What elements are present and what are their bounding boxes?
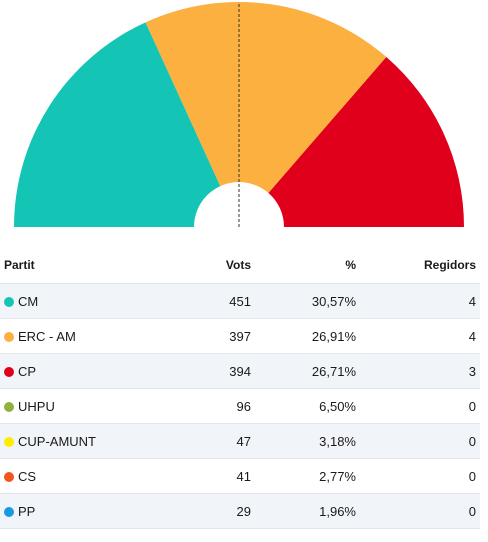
party-color-dot xyxy=(4,401,14,412)
hemicycle-segment-cm xyxy=(14,22,221,228)
hemicycle-segment-erc-am xyxy=(145,1,387,193)
votes-cell: 29 xyxy=(174,493,251,529)
party-name: UHPU xyxy=(18,398,55,414)
percent-cell: 26,91% xyxy=(251,318,356,354)
votes-cell: 397 xyxy=(174,318,251,354)
seats-cell: 0 xyxy=(356,388,480,424)
table-row: PP 29 1,96% 0 xyxy=(0,493,480,529)
party-cell: PP xyxy=(0,493,174,529)
table-row: CUP-AMUNT 47 3,18% 0 xyxy=(0,423,480,459)
party-cell: CM xyxy=(0,283,174,319)
party-color-dot xyxy=(4,506,14,517)
votes-cell: 47 xyxy=(174,423,251,459)
party-name: PP xyxy=(18,503,36,519)
percent-cell: 30,57% xyxy=(251,283,356,319)
party-cell: CS xyxy=(0,458,174,494)
hemicycle-segment-cp xyxy=(268,56,464,227)
hemicycle-chart xyxy=(14,1,464,228)
seats-cell: 0 xyxy=(356,423,480,459)
party-color-dot xyxy=(4,436,14,447)
votes-cell: 41 xyxy=(174,458,251,494)
party-cell: ERC - AM xyxy=(0,318,174,354)
votes-cell: 394 xyxy=(174,353,251,389)
votes-cell: 96 xyxy=(174,388,251,424)
seats-cell: 4 xyxy=(356,318,480,354)
table-row: CM 451 30,57% 4 xyxy=(0,283,480,319)
party-cell: CUP-AMUNT xyxy=(0,423,174,459)
header-votes: Vots xyxy=(225,258,251,272)
percent-cell: 3,18% xyxy=(251,423,356,459)
party-cell: CP xyxy=(0,353,174,389)
seats-cell: 3 xyxy=(356,353,480,389)
party-name: CM xyxy=(18,293,39,309)
percent-cell: 1,96% xyxy=(251,493,356,529)
party-color-dot xyxy=(4,366,14,377)
header-party: Partit xyxy=(4,258,35,272)
seats-cell: 4 xyxy=(356,283,480,319)
percent-cell: 6,50% xyxy=(251,388,356,424)
table-row: CS 41 2,77% 0 xyxy=(0,458,480,494)
table-row: CP 394 26,71% 3 xyxy=(0,353,480,389)
party-color-dot xyxy=(4,296,14,307)
party-color-dot xyxy=(4,471,14,482)
party-name: CUP-AMUNT xyxy=(18,433,96,449)
table-header-row: Partit Vots % Regidors xyxy=(0,247,480,284)
percent-cell: 2,77% xyxy=(251,458,356,494)
party-name: CP xyxy=(18,363,37,379)
seats-cell: 0 xyxy=(356,493,480,529)
party-color-dot xyxy=(4,331,14,342)
results-table: Partit Vots % Regidors CM 451 30,57% 4 ERC -… xyxy=(0,247,480,529)
party-name: ERC - AM xyxy=(18,328,76,344)
percent-cell: 26,71% xyxy=(251,353,356,389)
header-seats: Regidors xyxy=(423,258,476,272)
seats-cell: 0 xyxy=(356,458,480,494)
party-cell: UHPU xyxy=(0,388,174,424)
table-row: ERC - AM 397 26,91% 4 xyxy=(0,318,480,354)
votes-cell: 451 xyxy=(174,283,251,319)
table-row: UHPU 96 6,50% 0 xyxy=(0,388,480,424)
party-name: CS xyxy=(18,468,37,484)
header-percent: % xyxy=(345,258,356,272)
